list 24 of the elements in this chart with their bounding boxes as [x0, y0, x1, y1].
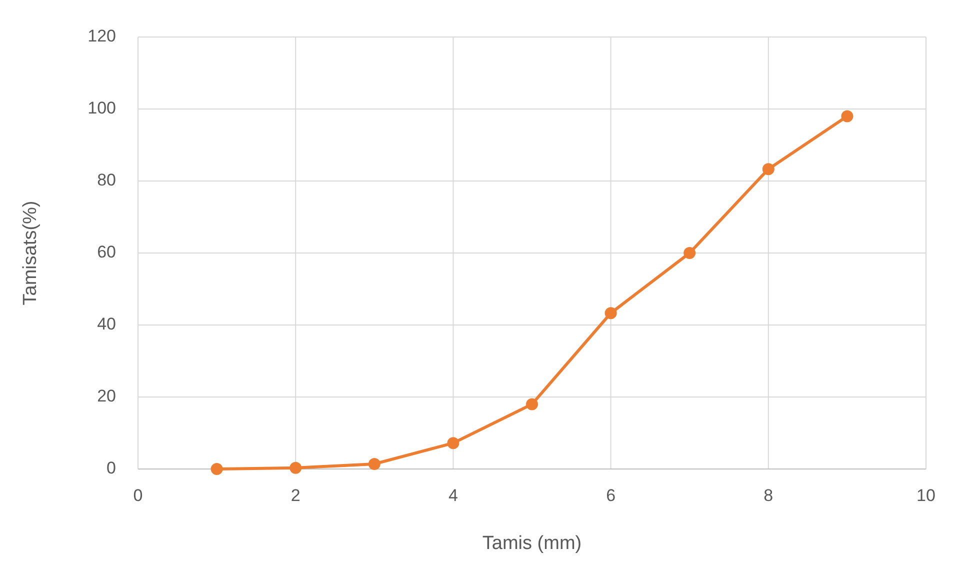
- point: [762, 163, 774, 176]
- y-tick-label: 0: [106, 458, 116, 478]
- x-tick-label: 8: [764, 486, 774, 505]
- x-tick-label: 0: [133, 486, 143, 505]
- y-tick-label: 40: [97, 314, 116, 334]
- point: [684, 247, 696, 259]
- point: [210, 463, 223, 475]
- y-axis-title: Tamisats(%): [20, 200, 41, 306]
- point: [526, 398, 538, 410]
- x-tick-label: 6: [606, 486, 616, 505]
- y-tick-label: 60: [97, 242, 116, 262]
- y-tick-label: 100: [88, 98, 116, 118]
- point: [290, 462, 302, 474]
- y-tick-label: 20: [97, 386, 116, 406]
- y-tick-label: 80: [97, 170, 116, 190]
- point: [368, 458, 380, 470]
- x-tick-label: 2: [290, 486, 300, 505]
- x-axis-title: Tamis (mm): [482, 533, 582, 554]
- point: [447, 437, 460, 450]
- point: [604, 307, 617, 320]
- x-tick-label: 10: [916, 486, 936, 505]
- point: [841, 110, 854, 122]
- y-tick-label: 120: [88, 26, 116, 46]
- x-tick-label: 4: [448, 486, 458, 505]
